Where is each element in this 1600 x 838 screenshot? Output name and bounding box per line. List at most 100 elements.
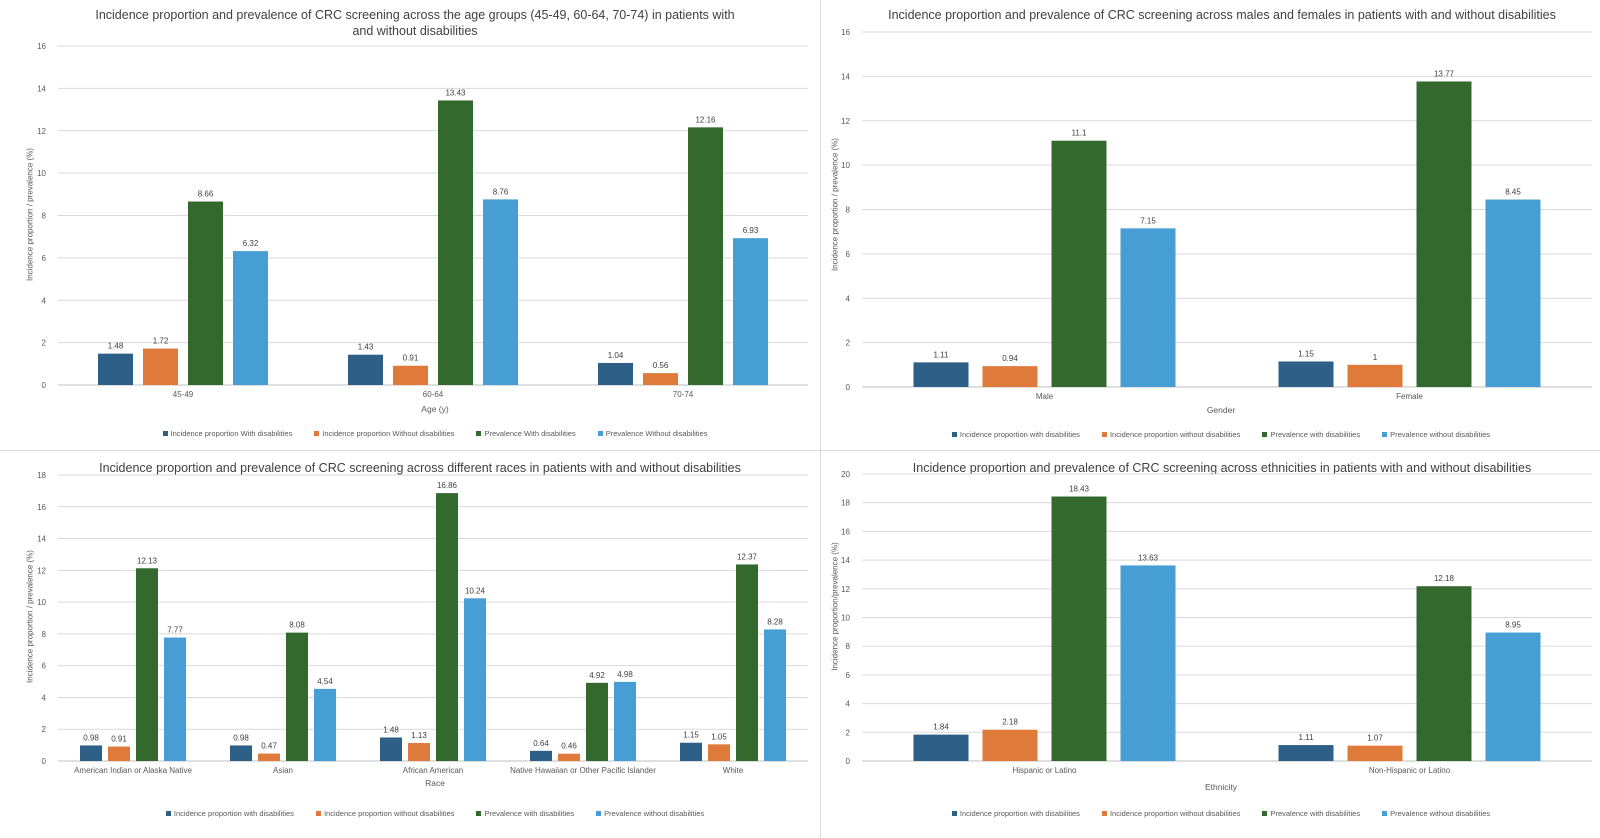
data-label: 13.77 bbox=[1434, 69, 1455, 78]
data-label: 0.46 bbox=[561, 742, 577, 751]
bar bbox=[558, 753, 580, 761]
y-tick-label: 10 bbox=[37, 598, 46, 607]
chart-plot-area: 0 2 4 6 8 10 12 14 16 1.48 1.72 8.66 6.32 45-49 1.43 0.… bbox=[37, 42, 808, 399]
y-tick-label: 8 bbox=[846, 206, 851, 215]
chart-title: Incidence proportion and prevalence of C… bbox=[888, 8, 1556, 22]
legend-item: Incidence proportion with disabilities bbox=[951, 809, 1080, 818]
y-tick-label: 0 bbox=[846, 383, 851, 392]
data-label: 4.92 bbox=[589, 671, 605, 680]
chart-title: Incidence proportion and prevalence of C… bbox=[912, 461, 1532, 475]
x-tick-label: Male bbox=[1036, 392, 1054, 401]
panel-divider-horizontal bbox=[0, 450, 1600, 451]
bar bbox=[233, 251, 268, 385]
data-label: 8.08 bbox=[289, 621, 305, 630]
x-tick-label: Female bbox=[1396, 392, 1423, 401]
data-label: 7.15 bbox=[1140, 216, 1156, 225]
bar bbox=[688, 127, 723, 386]
legend-swatch bbox=[165, 811, 171, 816]
y-tick-label: 10 bbox=[37, 169, 46, 178]
y-tick-label: 14 bbox=[841, 556, 850, 565]
x-tick-label: 70-74 bbox=[673, 390, 694, 399]
data-label: 1.15 bbox=[683, 731, 699, 740]
y-tick-label: 12 bbox=[37, 566, 46, 575]
y-tick-label: 6 bbox=[42, 254, 47, 263]
legend-swatch bbox=[162, 431, 168, 436]
data-label: 4.54 bbox=[317, 677, 333, 686]
data-label: 18.43 bbox=[1069, 485, 1090, 494]
y-tick-label: 14 bbox=[37, 84, 46, 93]
bar bbox=[80, 745, 102, 761]
data-label: 12.16 bbox=[695, 115, 716, 124]
bar bbox=[680, 742, 702, 761]
data-label: 16.86 bbox=[437, 481, 458, 490]
y-tick-label: 2 bbox=[42, 339, 47, 348]
chart-gender: Incidence proportion and prevalence of C… bbox=[822, 0, 1600, 448]
bar bbox=[1051, 140, 1107, 387]
data-label: 0.94 bbox=[1002, 354, 1018, 363]
data-label: 6.32 bbox=[243, 239, 259, 248]
bar bbox=[733, 238, 768, 385]
bar bbox=[483, 199, 518, 385]
bar bbox=[1347, 364, 1403, 387]
y-tick-label: 0 bbox=[846, 757, 851, 766]
legend-swatch bbox=[315, 811, 321, 816]
bar bbox=[913, 734, 969, 761]
bar bbox=[586, 682, 608, 761]
bar bbox=[1120, 565, 1176, 761]
legend-label: Prevalence without disabilities bbox=[1390, 809, 1491, 818]
bar bbox=[188, 201, 223, 385]
data-label: 0.98 bbox=[83, 733, 99, 742]
bar bbox=[436, 493, 458, 761]
bar bbox=[143, 348, 178, 385]
legend-swatch bbox=[951, 432, 957, 437]
chart-ethnicity: Incidence proportion and prevalence of C… bbox=[822, 452, 1600, 838]
x-tick-label: Hispanic or Latino bbox=[1012, 766, 1077, 775]
y-tick-label: 2 bbox=[846, 339, 851, 348]
bar bbox=[314, 688, 336, 761]
legend-item: Prevalence with disabilities bbox=[476, 809, 574, 818]
legend-item: Prevalence With disabilities bbox=[476, 429, 576, 438]
legend-item: Incidence proportion without disabilitie… bbox=[1101, 809, 1240, 818]
y-tick-label: 8 bbox=[846, 642, 851, 651]
legend-swatch bbox=[596, 811, 602, 816]
data-label: 1.48 bbox=[383, 725, 399, 734]
chart-legend: Incidence proportion with disabilities In… bbox=[852, 809, 1590, 818]
legend-item: Prevalence with disabilities bbox=[1262, 809, 1360, 818]
bar bbox=[1051, 496, 1107, 761]
legend-item: Prevalence without disabilities bbox=[1382, 809, 1490, 818]
data-label: 13.63 bbox=[1138, 553, 1159, 562]
bar bbox=[598, 362, 633, 385]
bar bbox=[464, 598, 486, 761]
chart-race: Incidence proportion and prevalence of C… bbox=[0, 452, 815, 838]
chart-plot-area: 0 2 4 6 8 10 12 14 16 1.11 0.94 11.1 7.15 Male 1.15 1 13… bbox=[841, 28, 1592, 401]
y-tick-label: 16 bbox=[37, 42, 46, 51]
y-tick-label: 0 bbox=[42, 381, 47, 390]
chart-legend: Incidence proportion with disabilities In… bbox=[852, 430, 1590, 439]
bar bbox=[1278, 745, 1334, 761]
y-tick-label: 20 bbox=[841, 470, 850, 479]
y-tick-label: 2 bbox=[846, 728, 851, 737]
legend-label: Prevalence without disabilities bbox=[604, 809, 705, 818]
bar bbox=[286, 632, 308, 761]
x-tick-label: 45-49 bbox=[173, 390, 194, 399]
y-tick-label: 6 bbox=[42, 662, 47, 671]
x-tick-label: Native Hawaiian or Other Pacific Islande… bbox=[510, 766, 656, 775]
y-tick-label: 16 bbox=[841, 527, 850, 536]
legend-item: Prevalence Without disabilities bbox=[597, 429, 707, 438]
data-label: 10.24 bbox=[465, 586, 486, 595]
legend-swatch bbox=[476, 811, 482, 816]
bar bbox=[136, 568, 158, 761]
bar bbox=[1120, 228, 1176, 387]
x-axis-label: Ethnicity bbox=[1204, 782, 1238, 792]
x-tick-label: 60-64 bbox=[423, 390, 444, 399]
chart-title: Incidence proportion and prevalence of C… bbox=[95, 8, 735, 38]
legend-item: Prevalence without disabilities bbox=[1382, 430, 1490, 439]
legend-swatch bbox=[1101, 811, 1107, 816]
data-label: 4.98 bbox=[617, 670, 633, 679]
legend-swatch bbox=[314, 431, 320, 436]
chart-title: Incidence proportion and prevalence of C… bbox=[99, 461, 741, 475]
data-label: 1.04 bbox=[608, 351, 624, 360]
legend-swatch bbox=[1101, 432, 1107, 437]
legend-swatch bbox=[476, 431, 482, 436]
data-label: 1.84 bbox=[933, 723, 949, 732]
